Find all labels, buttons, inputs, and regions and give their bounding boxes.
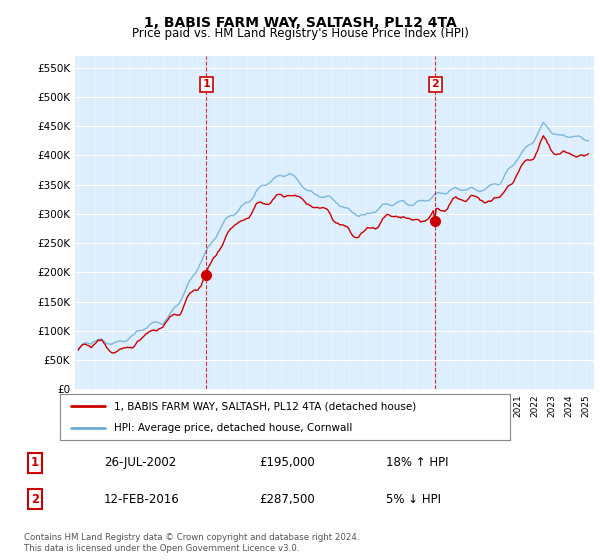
Text: 1: 1	[31, 456, 39, 469]
Text: 2: 2	[31, 493, 39, 506]
Text: £195,000: £195,000	[260, 456, 316, 469]
Text: £287,500: £287,500	[260, 493, 316, 506]
Text: 18% ↑ HPI: 18% ↑ HPI	[386, 456, 449, 469]
Text: 12-FEB-2016: 12-FEB-2016	[104, 493, 180, 506]
Text: 1, BABIS FARM WAY, SALTASH, PL12 4TA: 1, BABIS FARM WAY, SALTASH, PL12 4TA	[143, 16, 457, 30]
Text: 2: 2	[431, 80, 439, 90]
Text: HPI: Average price, detached house, Cornwall: HPI: Average price, detached house, Corn…	[114, 423, 352, 433]
Text: 1, BABIS FARM WAY, SALTASH, PL12 4TA (detached house): 1, BABIS FARM WAY, SALTASH, PL12 4TA (de…	[114, 401, 416, 411]
Text: 1: 1	[202, 80, 210, 90]
Text: Price paid vs. HM Land Registry's House Price Index (HPI): Price paid vs. HM Land Registry's House …	[131, 27, 469, 40]
Text: Contains HM Land Registry data © Crown copyright and database right 2024.
This d: Contains HM Land Registry data © Crown c…	[24, 533, 359, 553]
Text: 5% ↓ HPI: 5% ↓ HPI	[386, 493, 442, 506]
Text: 26-JUL-2002: 26-JUL-2002	[104, 456, 176, 469]
